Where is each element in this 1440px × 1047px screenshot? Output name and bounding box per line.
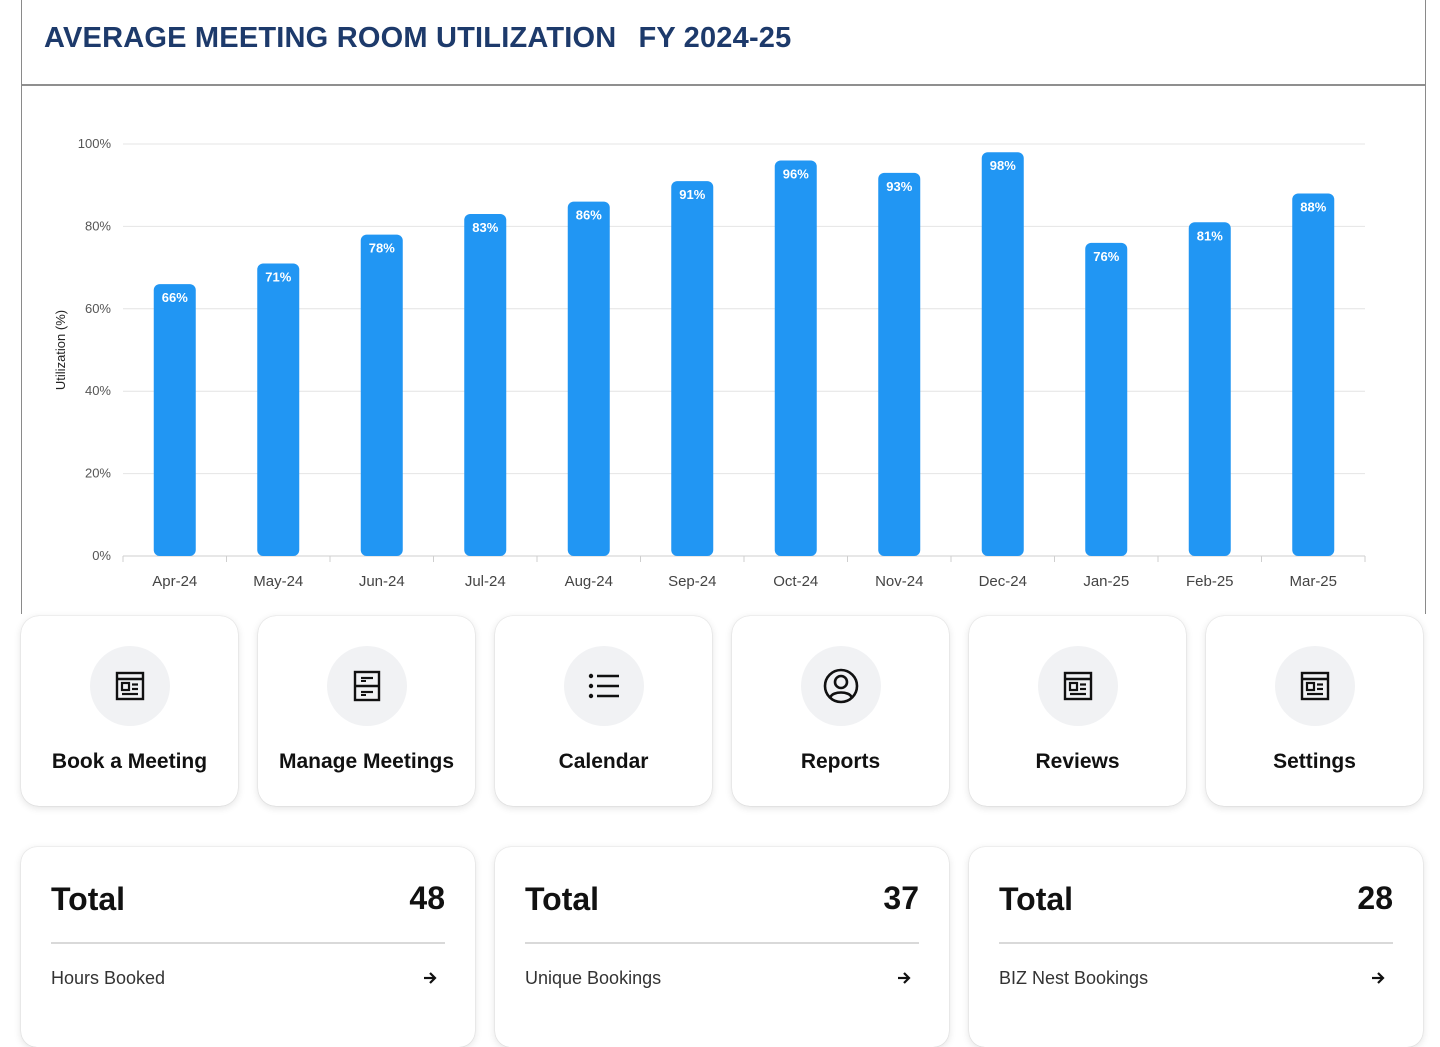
- stat-label: Hours Booked: [51, 968, 166, 988]
- reviews-label: Reviews: [1035, 750, 1120, 773]
- data-label: 98%: [990, 158, 1016, 173]
- data-label: 86%: [576, 208, 602, 223]
- reviews-card[interactable]: Reviews: [969, 616, 1186, 806]
- x-tick-label: Feb-25: [1186, 573, 1234, 590]
- bar: [257, 263, 300, 556]
- x-tick-label: Sep-24: [668, 573, 716, 590]
- stat-title: Total: [51, 881, 126, 917]
- bar: [878, 172, 921, 556]
- x-tick-label: Jun-24: [359, 573, 405, 590]
- data-label: 81%: [1197, 228, 1223, 243]
- bar: [981, 152, 1024, 557]
- data-label: 91%: [679, 187, 705, 202]
- arrow-right-icon[interactable]: [897, 971, 911, 990]
- stat-value: 48: [409, 880, 445, 916]
- utilization-chart-panel: AVERAGE MEETING ROOM UTILIZATION FY 2024-…: [21, 0, 1426, 614]
- bar: [1085, 242, 1128, 556]
- stat-value: 37: [883, 880, 919, 916]
- dns-icon: [326, 646, 407, 726]
- page-title: AVERAGE MEETING ROOM UTILIZATION FY 2024-…: [44, 22, 791, 55]
- x-tick-label: Jan-25: [1083, 573, 1129, 590]
- y-tick-label: 20%: [85, 466, 111, 481]
- article-icon: [1037, 646, 1118, 726]
- book-meeting-card[interactable]: Book a Meeting: [21, 616, 238, 806]
- y-tick-label: 60%: [85, 301, 111, 316]
- x-tick-label: Dec-24: [979, 573, 1027, 590]
- y-tick-label: 0%: [92, 548, 111, 563]
- y-tick-label: 40%: [85, 383, 111, 398]
- data-label: 66%: [162, 290, 188, 305]
- stat-label: BIZ Nest Bookings: [999, 968, 1149, 988]
- x-tick-label: Nov-24: [875, 573, 923, 590]
- divider: [51, 942, 445, 944]
- bar: [1188, 222, 1231, 556]
- stat-title: Total: [999, 881, 1074, 917]
- manage-meetings-label: Manage Meetings: [278, 750, 455, 773]
- y-axis-title: Utilization (%): [53, 310, 68, 390]
- x-tick-label: May-24: [253, 573, 303, 590]
- x-tick-label: Oct-24: [773, 573, 818, 590]
- bar: [774, 160, 817, 557]
- x-tick-label: Apr-24: [152, 573, 197, 590]
- panel-header: AVERAGE MEETING ROOM UTILIZATION FY 2024-…: [22, 0, 1425, 86]
- hours-booked-card: Total 48 Hours Booked: [21, 847, 475, 1047]
- bar: [567, 201, 610, 556]
- data-label: 88%: [1300, 199, 1326, 214]
- biz-nest-bookings-card: Total 28 BIZ Nest Bookings: [969, 847, 1423, 1047]
- data-label: 93%: [886, 179, 912, 194]
- x-tick-label: Jul-24: [465, 573, 506, 590]
- reports-label: Reports: [800, 750, 881, 773]
- data-label: 83%: [472, 220, 498, 235]
- settings-label: Settings: [1273, 750, 1356, 773]
- reports-card[interactable]: Reports: [732, 616, 949, 806]
- x-tick-label: Mar-25: [1289, 573, 1337, 590]
- stat-title: Total: [525, 881, 600, 917]
- settings-card[interactable]: Settings: [1206, 616, 1423, 806]
- data-label: 71%: [265, 269, 291, 284]
- manage-meetings-card[interactable]: Manage Meetings: [258, 616, 475, 806]
- list-icon: [563, 646, 644, 726]
- calendar-card[interactable]: Calendar: [495, 616, 712, 806]
- arrow-right-icon[interactable]: [1371, 971, 1385, 990]
- y-tick-label: 80%: [85, 218, 111, 233]
- data-label: 78%: [369, 241, 395, 256]
- account-circle-icon: [800, 646, 881, 726]
- bar: [1292, 193, 1335, 556]
- arrow-right-icon[interactable]: [423, 971, 437, 990]
- calendar-label: Calendar: [558, 750, 649, 773]
- data-label: 76%: [1093, 249, 1119, 264]
- divider: [525, 942, 919, 944]
- hours-booked-link[interactable]: Hours Booked: [51, 959, 445, 999]
- biz-nest-bookings-link[interactable]: BIZ Nest Bookings: [999, 959, 1393, 999]
- bar: [153, 284, 196, 556]
- bar: [360, 234, 403, 556]
- chart-title: AVERAGE MEETING ROOM UTILIZATION: [44, 22, 617, 54]
- bar: [671, 181, 714, 556]
- stat-label: Unique Bookings: [525, 968, 662, 988]
- data-label: 96%: [783, 166, 809, 181]
- divider: [999, 942, 1393, 944]
- article-icon: [1274, 646, 1355, 726]
- unique-bookings-link[interactable]: Unique Bookings: [525, 959, 919, 999]
- y-tick-label: 100%: [78, 136, 112, 151]
- book-meeting-label: Book a Meeting: [51, 750, 208, 773]
- bar: [464, 214, 507, 557]
- utilization-bar-chart: 0% 20% 40% 60% 80% 100% Utilization (%) 66% Apr-…: [53, 136, 1366, 590]
- stat-value: 28: [1357, 880, 1393, 916]
- x-tick-label: Aug-24: [565, 573, 613, 590]
- unique-bookings-card: Total 37 Unique Bookings: [495, 847, 949, 1047]
- fiscal-year-label: FY 2024-25: [638, 22, 792, 54]
- article-icon: [89, 646, 170, 726]
